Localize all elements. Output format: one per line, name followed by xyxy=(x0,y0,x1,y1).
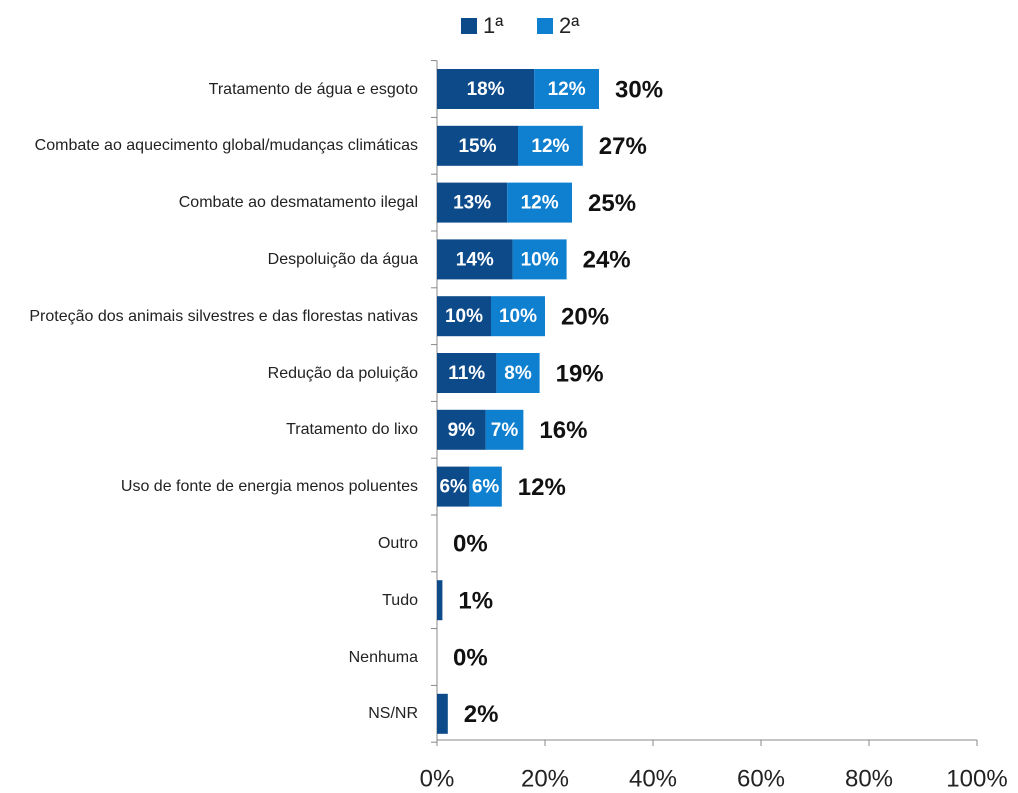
bar-segment xyxy=(437,125,518,166)
x-tick-label: 60% xyxy=(737,765,785,792)
x-tick-label: 20% xyxy=(521,765,569,792)
total-label: 0% xyxy=(453,644,488,671)
segment-label: 12% xyxy=(531,136,569,157)
total-label: 20% xyxy=(561,304,609,331)
bar-segment xyxy=(507,182,572,223)
bar-segment xyxy=(485,409,524,450)
x-tick-label: 100% xyxy=(946,765,1007,792)
segment-label: 18% xyxy=(467,79,505,100)
x-tick-label: 0% xyxy=(420,765,455,792)
bar-segment xyxy=(437,69,535,109)
category-text: NS/NR xyxy=(368,705,418,723)
category-label: Nenhuma xyxy=(10,629,418,685)
legend-label: 1ª xyxy=(483,13,504,38)
total-label: 2% xyxy=(464,701,499,728)
bar-segment xyxy=(496,353,540,393)
category-label: Combate ao desmatamento ilegal xyxy=(10,175,418,231)
legend-swatch xyxy=(461,18,477,34)
category-label: Combate ao aquecimento global/mudanças c… xyxy=(10,118,418,174)
segment-label: 15% xyxy=(458,136,496,157)
category-label: Tratamento do lixo xyxy=(10,402,418,458)
bar-segment xyxy=(437,580,443,621)
category-text: Tratamento de água e esgoto xyxy=(208,80,418,98)
total-label: 12% xyxy=(518,474,566,501)
x-tick-label: 80% xyxy=(845,765,893,792)
segment-label: 14% xyxy=(456,249,494,270)
total-label: 24% xyxy=(583,247,631,274)
category-label: Redução da poluição xyxy=(10,345,418,401)
category-text: Combate ao desmatamento ilegal xyxy=(178,194,418,212)
total-label: 19% xyxy=(556,360,604,387)
segment-label: 7% xyxy=(491,420,519,441)
category-label: Tratamento de água e esgoto xyxy=(10,61,418,117)
category-text: Tudo xyxy=(382,591,418,609)
total-label: 1% xyxy=(458,588,493,615)
category-label: Uso de fonte de energia menos poluentes xyxy=(10,459,418,515)
segment-label: 13% xyxy=(453,193,491,214)
bar-segment xyxy=(437,296,491,337)
bar-segment xyxy=(437,693,448,734)
bar-segment xyxy=(534,69,599,109)
segment-label: 9% xyxy=(448,420,476,441)
category-label: Despoluição da água xyxy=(10,231,418,287)
category-text: Despoluição da água xyxy=(267,250,418,268)
total-label: 16% xyxy=(539,417,587,444)
bar-segment xyxy=(469,466,502,507)
legend-swatch xyxy=(537,18,553,34)
bar-segment xyxy=(512,239,567,280)
segment-label: 10% xyxy=(521,249,559,270)
bar-segment xyxy=(518,125,583,166)
segment-label: 10% xyxy=(445,306,483,327)
segment-label: 12% xyxy=(521,193,559,214)
total-label: 0% xyxy=(453,531,488,558)
total-label: 25% xyxy=(588,190,636,217)
segment-label: 12% xyxy=(548,79,586,100)
segment-label: 6% xyxy=(472,477,500,498)
bar-segment xyxy=(437,182,508,223)
bar-segment xyxy=(437,466,470,507)
bar-segment xyxy=(437,353,497,393)
category-label: Proteção dos animais silvestres e das fl… xyxy=(10,288,418,344)
category-text: Uso de fonte de energia menos poluentes xyxy=(120,478,418,496)
segment-label: 8% xyxy=(504,363,532,384)
total-label: 27% xyxy=(599,133,647,160)
category-text: Outro xyxy=(377,534,418,552)
category-text: Tratamento do lixo xyxy=(286,421,418,439)
legend-label: 2ª xyxy=(559,13,580,38)
category-label: NS/NR xyxy=(10,686,418,742)
bar-segment xyxy=(437,409,486,450)
category-label: Outro xyxy=(10,515,418,571)
total-label: 30% xyxy=(615,76,663,103)
bar-segment xyxy=(437,239,513,280)
category-text: Redução da poluição xyxy=(267,364,418,382)
segment-label: 11% xyxy=(448,363,485,384)
bar-segment xyxy=(491,296,545,337)
segment-label: 6% xyxy=(439,477,467,498)
category-text: Combate ao aquecimento global/mudanças c… xyxy=(34,137,418,155)
x-tick-label: 40% xyxy=(629,765,677,792)
segment-label: 10% xyxy=(499,306,537,327)
category-text: Nenhuma xyxy=(348,648,418,666)
category-label: Tudo xyxy=(10,572,418,628)
category-text: Proteção dos animais silvestres e das fl… xyxy=(29,307,418,325)
